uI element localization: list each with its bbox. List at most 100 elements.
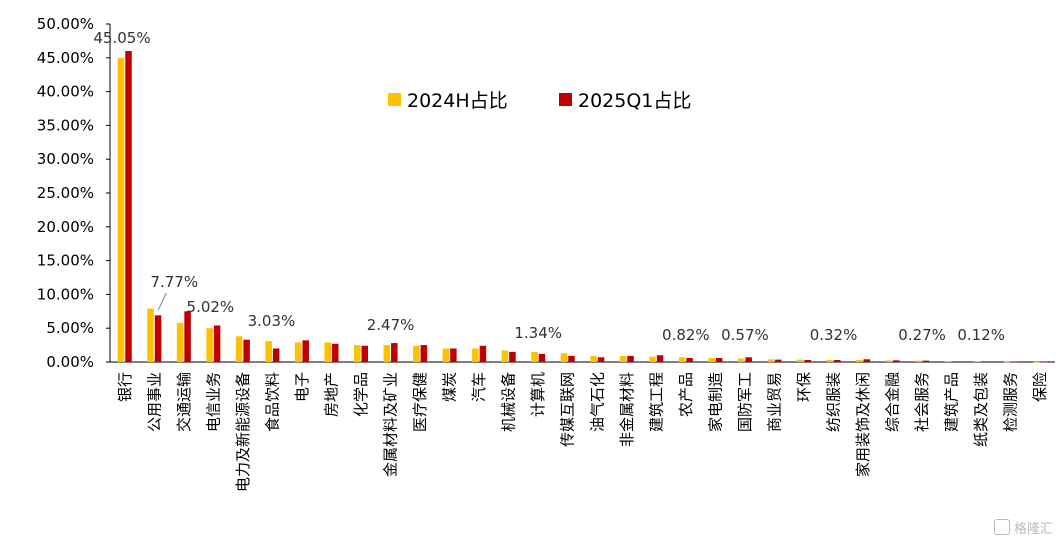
category-label: 检测服务 (1002, 372, 1020, 432)
category-label: 食品饮料 (263, 372, 281, 432)
bar-2025q1 (331, 343, 339, 362)
data-label: 0.27% (898, 326, 946, 344)
bar-2024h (678, 357, 686, 362)
data-label: 0.12% (957, 326, 1005, 344)
bar-2025q1 (272, 348, 280, 362)
category-label: 农产品 (677, 372, 695, 417)
bar-2025q1 (745, 357, 752, 362)
category-label: 银行 (116, 372, 134, 402)
data-label: 1.34% (514, 324, 562, 342)
category-label: 电子 (293, 372, 311, 402)
data-label: 0.57% (721, 326, 769, 344)
bar-2025q1 (863, 359, 871, 362)
category-label: 煤炭 (441, 372, 459, 402)
category-label: 电力及新能源设备 (234, 372, 252, 492)
bar-2024h (915, 360, 922, 362)
y-tick-label: 25.00% (37, 184, 94, 202)
bar-2025q1 (804, 359, 811, 362)
bar-2025q1 (450, 348, 457, 362)
bar-2025q1 (922, 360, 930, 362)
bar-2024h (1003, 361, 1011, 363)
category-label: 纺织服装 (825, 372, 843, 432)
bar-2025q1 (420, 345, 428, 362)
category-label: 建筑产品 (943, 372, 961, 432)
watermark: 格隆汇 (993, 518, 1053, 537)
bar-2025q1 (1011, 361, 1018, 363)
bar-2024h (767, 359, 774, 362)
bar-2025q1 (184, 311, 191, 362)
bar-2024h (856, 359, 863, 362)
legend-swatch-2024h (388, 93, 401, 106)
bar-2025q1 (656, 355, 664, 362)
category-label: 商业贸易 (765, 372, 783, 432)
category-label: 综合金融 (884, 372, 902, 432)
category-label: 家用装饰及休闲 (854, 372, 872, 477)
category-label: 汽车 (470, 372, 488, 402)
legend-label-2025q1: 2025Q1占比 (578, 90, 691, 112)
category-label: 家电制造 (706, 372, 724, 432)
bar-2025q1 (243, 339, 250, 362)
data-label: 3.03% (248, 312, 296, 330)
y-tick-label: 40.00% (37, 83, 94, 101)
bar-2024h (265, 341, 272, 362)
category-label: 油气石化 (588, 372, 606, 432)
data-label: 0.32% (810, 326, 858, 344)
data-label: 0.82% (662, 326, 710, 344)
bar-2025q1 (302, 340, 309, 362)
category-label: 纸类及包装 (972, 372, 990, 447)
data-label: 45.05% (93, 29, 150, 47)
chart-legend: 2024H占比 2025Q1占比 (388, 90, 691, 112)
data-label: 7.77% (150, 273, 198, 291)
bar-2025q1 (1040, 361, 1048, 363)
category-label: 传媒互联网 (559, 372, 577, 447)
bar-2024h (294, 342, 302, 362)
y-tick-label: 15.00% (37, 252, 94, 270)
category-label: 医疗保健 (411, 372, 429, 432)
bar-2024h (383, 345, 391, 362)
category-label: 国防军工 (736, 372, 754, 432)
bar-2024h (737, 358, 745, 362)
data-label: 5.02% (187, 298, 235, 316)
y-tick-label: 5.00% (46, 319, 94, 337)
y-tick-label: 35.00% (37, 116, 94, 134)
category-label: 电信业务 (204, 372, 222, 432)
bar-2025q1 (125, 51, 132, 362)
bar-2025q1 (538, 353, 546, 362)
bar-2025q1 (834, 359, 841, 362)
y-tick-label: 10.00% (37, 285, 94, 303)
bar-2025q1 (952, 361, 959, 362)
category-label: 计算机 (529, 372, 547, 417)
legend-label-2024h: 2024H占比 (407, 90, 508, 112)
y-tick-label: 50.00% (37, 15, 94, 33)
bar-2024h (590, 355, 597, 362)
bar-2024h (176, 322, 184, 362)
category-label: 环保 (795, 372, 813, 402)
category-label: 房地产 (322, 372, 340, 417)
bar-2024h (117, 57, 125, 363)
category-label: 交通运输 (175, 372, 193, 432)
bar-2024h (974, 361, 981, 362)
watermark-text: 格隆汇 (1013, 522, 1053, 537)
chart-bars (117, 51, 1048, 363)
chart-axes: 0.00% 5.00% 10.00% 15.00% 20.00% 25.00% 30.00%… (37, 15, 1055, 371)
bar-2025q1 (627, 355, 634, 362)
bar-2024h (147, 308, 154, 362)
category-label: 社会服务 (913, 372, 931, 432)
bar-2025q1 (893, 360, 900, 362)
bar-2025q1 (715, 357, 723, 362)
bar-2025q1 (391, 343, 398, 362)
category-labels: 银行 公用事业 交通运输 电信业务 电力及新能源设备 食品饮料 电子 房地产 化学品 金属材料及矿… (116, 372, 1049, 492)
category-label: 化学品 (352, 372, 370, 417)
bar-2024h (796, 359, 804, 362)
bar-2024h (531, 351, 538, 362)
y-tick-label: 0.00% (46, 353, 94, 371)
bar-2024h (885, 360, 893, 362)
bar-2024h (206, 328, 213, 362)
bar-2024h (354, 345, 361, 362)
bar-2025q1 (686, 357, 693, 362)
bar-2025q1 (479, 345, 487, 362)
chart-annotations: 45.05% 7.77% 5.02% 3.03% 2.47% 1.34% 0.82% 0.57… (93, 29, 1005, 344)
bar-2024h (619, 355, 627, 362)
bar-2024h (649, 356, 656, 362)
bar-2024h (413, 345, 420, 362)
